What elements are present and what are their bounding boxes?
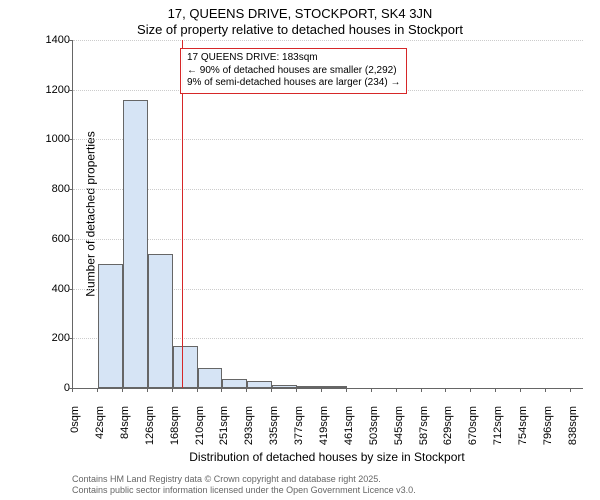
- x-tick-label: 210sqm: [194, 406, 206, 456]
- chart-title-line2: Size of property relative to detached ho…: [0, 22, 600, 37]
- x-tick-mark: [495, 388, 496, 392]
- x-tick-label: 670sqm: [467, 406, 479, 456]
- x-tick-label: 419sqm: [318, 406, 330, 456]
- y-tick-label: 600: [30, 233, 70, 245]
- x-tick-label: 796sqm: [542, 406, 554, 456]
- x-tick-mark: [197, 388, 198, 392]
- x-tick-label: 335sqm: [268, 406, 280, 456]
- x-tick-mark: [470, 388, 471, 392]
- x-tick-label: 754sqm: [517, 406, 529, 456]
- x-tick-mark: [246, 388, 247, 392]
- x-tick-label: 251sqm: [218, 406, 230, 456]
- x-tick-label: 84sqm: [119, 406, 131, 456]
- histogram-bar: [272, 385, 297, 388]
- histogram-bar: [173, 346, 198, 388]
- x-tick-label: 545sqm: [393, 406, 405, 456]
- y-tick-label: 1200: [30, 84, 70, 96]
- histogram-bar: [297, 386, 322, 388]
- x-tick-mark: [296, 388, 297, 392]
- y-tick-label: 800: [30, 183, 70, 195]
- histogram-bar: [247, 381, 272, 388]
- x-tick-label: 0sqm: [69, 406, 81, 456]
- y-tick-label: 0: [30, 382, 70, 394]
- plot-area: 17 QUEENS DRIVE: 183sqm ← 90% of detache…: [72, 40, 583, 389]
- y-tick-label: 200: [30, 332, 70, 344]
- x-tick-mark: [147, 388, 148, 392]
- x-tick-mark: [396, 388, 397, 392]
- x-tick-mark: [520, 388, 521, 392]
- x-tick-mark: [421, 388, 422, 392]
- x-tick-label: 461sqm: [343, 406, 355, 456]
- gridline: [73, 139, 583, 140]
- gridline: [73, 239, 583, 240]
- footer-line-1: Contains HM Land Registry data © Crown c…: [72, 474, 416, 485]
- x-tick-label: 503sqm: [368, 406, 380, 456]
- x-tick-mark: [346, 388, 347, 392]
- footer-line-2: Contains public sector information licen…: [72, 485, 416, 496]
- y-tick-label: 1000: [30, 133, 70, 145]
- annotation-box: 17 QUEENS DRIVE: 183sqm ← 90% of detache…: [180, 48, 407, 94]
- x-tick-mark: [72, 388, 73, 392]
- histogram-bar: [322, 386, 347, 388]
- x-tick-mark: [97, 388, 98, 392]
- histogram-bar: [222, 379, 247, 388]
- y-tick-label: 400: [30, 283, 70, 295]
- footer: Contains HM Land Registry data © Crown c…: [72, 474, 416, 497]
- annotation-line-3: 9% of semi-detached houses are larger (2…: [187, 77, 400, 90]
- x-tick-label: 126sqm: [144, 406, 156, 456]
- x-tick-label: 838sqm: [567, 406, 579, 456]
- gridline: [73, 40, 583, 41]
- x-tick-mark: [321, 388, 322, 392]
- x-tick-label: 629sqm: [442, 406, 454, 456]
- annotation-line-1: 17 QUEENS DRIVE: 183sqm: [187, 52, 400, 65]
- x-tick-label: 168sqm: [169, 406, 181, 456]
- x-tick-mark: [221, 388, 222, 392]
- x-axis-label: Distribution of detached houses by size …: [72, 450, 582, 464]
- chart-title-line1: 17, QUEENS DRIVE, STOCKPORT, SK4 3JN: [0, 6, 600, 21]
- histogram-bar: [98, 264, 123, 388]
- x-tick-label: 293sqm: [243, 406, 255, 456]
- histogram-bar: [148, 254, 173, 388]
- x-tick-label: 712sqm: [492, 406, 504, 456]
- x-tick-mark: [371, 388, 372, 392]
- histogram-bar: [198, 368, 222, 388]
- x-tick-mark: [545, 388, 546, 392]
- gridline: [73, 189, 583, 190]
- annotation-line-2: ← 90% of detached houses are smaller (2,…: [187, 65, 400, 78]
- y-tick-label: 1400: [30, 34, 70, 46]
- x-tick-mark: [271, 388, 272, 392]
- x-tick-label: 587sqm: [418, 406, 430, 456]
- histogram-bar: [123, 100, 148, 388]
- x-tick-mark: [570, 388, 571, 392]
- x-tick-mark: [172, 388, 173, 392]
- x-tick-label: 377sqm: [293, 406, 305, 456]
- chart-container: 17, QUEENS DRIVE, STOCKPORT, SK4 3JN Siz…: [0, 0, 600, 500]
- x-tick-mark: [122, 388, 123, 392]
- x-tick-mark: [445, 388, 446, 392]
- x-tick-label: 42sqm: [94, 406, 106, 456]
